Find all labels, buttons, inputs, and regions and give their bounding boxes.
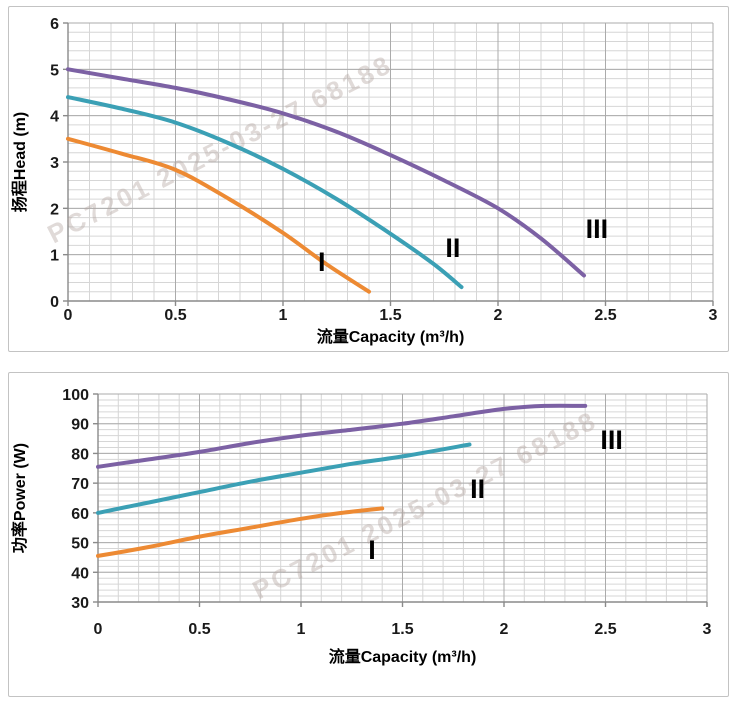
y-tick-label: 3 [50,155,59,172]
y-axis-title: 扬程Head (m) [10,112,29,212]
series-label-II: II [470,474,485,504]
x-tick-label: 1.5 [379,307,401,324]
series-label-I: I [318,247,326,277]
x-tick-label: 3 [709,307,718,324]
x-axis-title: 流量Capacity (m³/h) [317,327,465,346]
y-tick-label: 5 [50,62,59,79]
x-tick-label: 0.5 [164,307,186,324]
x-tick-label: 3 [703,621,712,638]
series-III-curve [96,403,588,469]
x-tick-label: 2.5 [594,621,616,638]
power-chart-panel: PC7201 2025-03-27 68188 I II III 0 0.5 1 1.5 2 2.… [8,372,729,697]
series-II-curve [96,442,472,515]
y-tick-label: 80 [71,446,89,463]
head-chart-panel: PC7201 2025-03-27 68188 I II III 0 0.5 1 1.5 2 2.… [8,6,729,352]
series-I-curve [66,136,371,294]
y-tick-label: 6 [50,16,59,33]
y-tick-label: 30 [71,595,89,612]
x-tick-label: 2 [500,621,509,638]
y-tick-label: 100 [62,387,89,404]
x-tick-label: 2.5 [594,307,616,324]
x-tick-label: 1 [297,621,306,638]
y-tick-label: 50 [71,536,89,553]
y-tick-label: 90 [71,417,89,434]
x-tick-label: 1.5 [391,621,413,638]
series-III-curve [66,67,586,278]
series-II-curve [66,95,464,290]
x-tick-label: 0 [94,621,103,638]
x-tick-label: 0 [64,307,73,324]
y-tick-label: 2 [50,201,59,218]
y-tick-label: 0 [50,294,59,311]
y-axis-title: 功率Power (W) [10,443,29,553]
y-tick-label: 70 [71,476,89,493]
series-label-III: III [586,214,609,244]
y-tick-label: 60 [71,506,89,523]
y-tick-label: 4 [50,109,59,126]
y-tick-label: 40 [71,565,89,582]
x-tick-label: 2 [494,307,503,324]
x-tick-label: 1 [279,307,288,324]
y-tick-label: 1 [50,248,59,265]
series-I-curve [96,506,385,558]
series-label-I: I [368,535,376,565]
x-axis-title: 流量Capacity (m³/h) [329,647,477,666]
series-label-III: III [600,425,623,455]
x-tick-label: 0.5 [188,621,210,638]
series-label-II: II [445,233,460,263]
